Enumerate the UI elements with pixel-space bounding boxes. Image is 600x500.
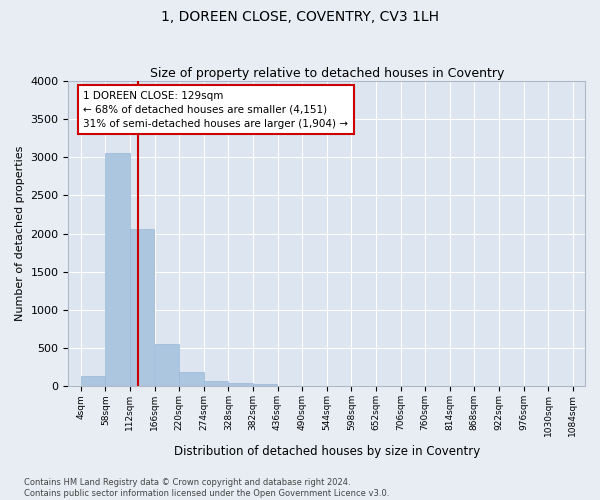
- X-axis label: Distribution of detached houses by size in Coventry: Distribution of detached houses by size …: [173, 444, 480, 458]
- Bar: [204, 381, 228, 386]
- Bar: [253, 384, 277, 386]
- Bar: [229, 382, 253, 386]
- Title: Size of property relative to detached houses in Coventry: Size of property relative to detached ho…: [149, 66, 504, 80]
- Bar: [179, 372, 203, 386]
- Bar: [130, 229, 154, 386]
- Bar: [81, 376, 105, 386]
- Bar: [106, 152, 130, 386]
- Y-axis label: Number of detached properties: Number of detached properties: [15, 146, 25, 321]
- Bar: [155, 344, 179, 386]
- Text: 1, DOREEN CLOSE, COVENTRY, CV3 1LH: 1, DOREEN CLOSE, COVENTRY, CV3 1LH: [161, 10, 439, 24]
- Text: 1 DOREEN CLOSE: 129sqm
← 68% of detached houses are smaller (4,151)
31% of semi-: 1 DOREEN CLOSE: 129sqm ← 68% of detached…: [83, 90, 349, 128]
- Text: Contains HM Land Registry data © Crown copyright and database right 2024.
Contai: Contains HM Land Registry data © Crown c…: [24, 478, 389, 498]
